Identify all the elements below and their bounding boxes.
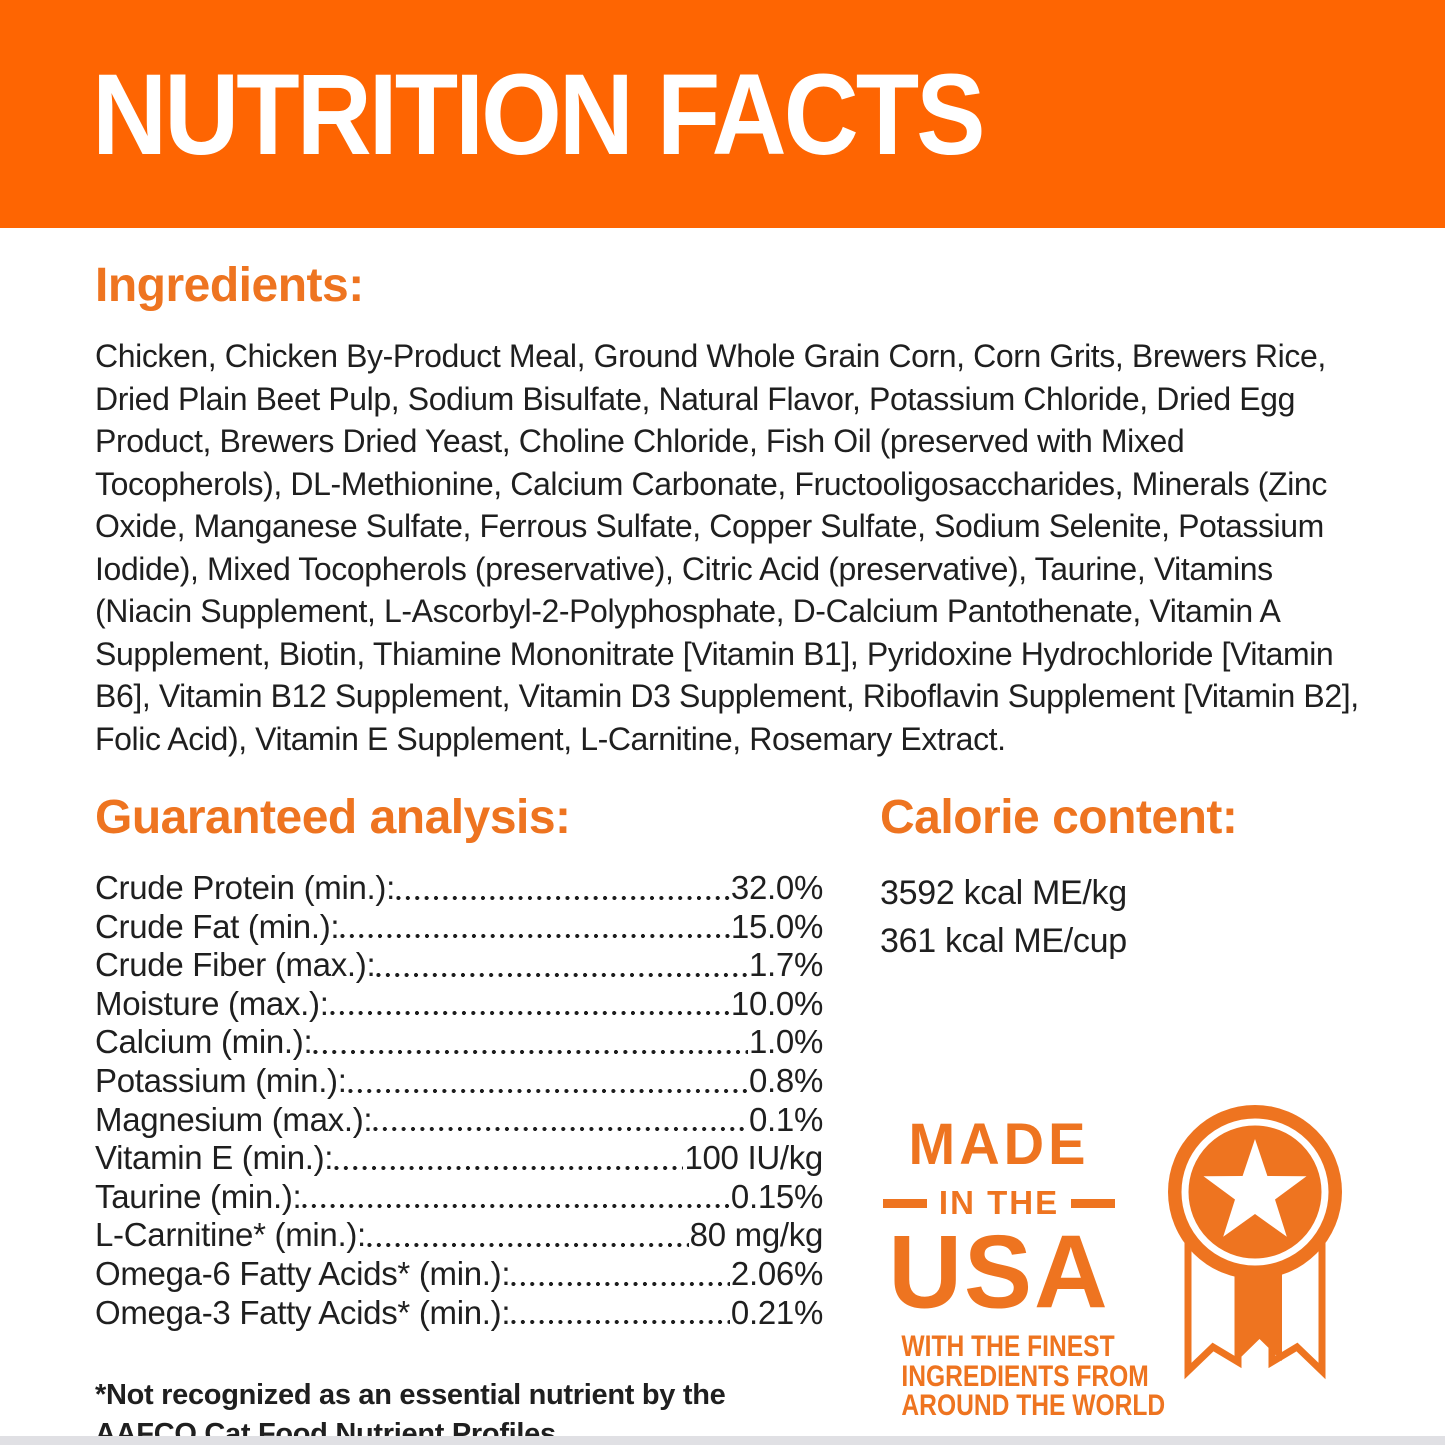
analysis-row: Omega-6 Fatty Acids* (min.): 2.06% — [95, 1254, 823, 1294]
analysis-row-value: 32.0% — [730, 869, 823, 906]
bottom-edge-strip — [0, 1436, 1445, 1445]
analysis-row-label: Omega-3 Fatty Acids* (min.): — [95, 1293, 511, 1331]
analysis-row: Potassium (min.): 0.8% — [95, 1061, 823, 1101]
ingredients-heading: Ingredients: — [95, 259, 364, 312]
dot-leader — [340, 907, 730, 947]
in-the-row: IN THE — [880, 1184, 1118, 1222]
page-title: NUTRITION FACTS — [92, 49, 985, 179]
analysis-row-label: Potassium (min.): — [95, 1061, 347, 1099]
analysis-row-value: 10.0% — [730, 984, 823, 1022]
dot-leader — [376, 946, 748, 985]
usa-tagline: WITH THE FINEST INGREDIENTS FROM AROUND TH… — [901, 1330, 1166, 1422]
label-content: Ingredients: Chicken, Chicken By-Product… — [0, 258, 1445, 1445]
dot-leader — [347, 1061, 748, 1101]
dot-leader — [329, 984, 730, 1024]
dot-leader — [313, 1023, 748, 1062]
analysis-row: L-Carnitine* (min.): 80 mg/kg — [95, 1216, 823, 1255]
analysis-row-label: Omega-6 Fatty Acids* (min.): — [95, 1254, 511, 1292]
dot-leader — [511, 1293, 730, 1333]
analysis-row-label: Moisture (max.): — [95, 984, 329, 1022]
analysis-row-label: L-Carnitine* (min.): — [95, 1216, 366, 1254]
dot-leader — [302, 1177, 730, 1217]
calorie-lines: 3592 kcal ME/kg 361 kcal ME/cup — [880, 869, 1367, 965]
ingredients-text: Chicken, Chicken By-Product Meal, Ground… — [95, 338, 1359, 757]
left-dash — [882, 1198, 927, 1208]
analysis-row-value: 80 mg/kg — [689, 1216, 824, 1254]
made-in-usa-badge: MADE IN THE USA WITH THE FINEST INGREDIEN… — [880, 1105, 1367, 1422]
aafco-footnote: *Not recognized as an essential nutrient… — [95, 1379, 726, 1445]
analysis-row-value: 0.1% — [748, 1100, 823, 1138]
analysis-row: Taurine (min.): 0.15% — [95, 1177, 823, 1217]
analysis-row-label: Taurine (min.): — [95, 1177, 302, 1215]
made-label: MADE — [908, 1110, 1090, 1177]
analysis-row-value: 1.7% — [748, 946, 823, 984]
in-the-label: IN THE — [938, 1184, 1060, 1221]
analysis-row: Crude Fiber (max.): 1.7% — [95, 946, 823, 985]
analysis-row-value: 2.06% — [730, 1254, 823, 1292]
calorie-line: 3592 kcal ME/kg — [880, 874, 1127, 912]
usa-label: USA — [888, 1213, 1110, 1331]
dot-leader — [395, 869, 730, 908]
analysis-row-value: 0.15% — [730, 1177, 823, 1215]
analysis-row-value: 100 IU/kg — [684, 1139, 823, 1177]
analysis-row-label: Crude Fiber (max.): — [95, 946, 376, 984]
analysis-row-label: Vitamin E (min.): — [95, 1139, 334, 1177]
analysis-row: Omega-3 Fatty Acids* (min.): 0.21% — [95, 1293, 823, 1333]
guaranteed-analysis-heading: Guaranteed analysis: — [95, 791, 571, 844]
analysis-row-value: 1.0% — [748, 1023, 823, 1061]
dot-leader — [334, 1139, 684, 1178]
usa-tagline-line: WITH THE FINEST — [901, 1330, 1115, 1363]
analysis-row: Moisture (max.): 10.0% — [95, 984, 823, 1024]
dot-leader — [511, 1254, 730, 1294]
calorie-content-heading: Calorie content: — [880, 791, 1238, 844]
usa-tagline-line: AROUND THE WORLD — [901, 1389, 1166, 1422]
analysis-row: Magnesium (max.): 0.1% — [95, 1100, 823, 1140]
two-column-section: Guaranteed analysis: Crude Protein (min.… — [95, 790, 1367, 1445]
guaranteed-analysis-column: Guaranteed analysis: Crude Protein (min.… — [95, 790, 823, 1445]
analysis-row-label: Crude Fat (min.): — [95, 907, 340, 945]
usa-tagline-line: INGREDIENTS FROM — [901, 1359, 1149, 1393]
analysis-row: Calcium (min.): 1.0% — [95, 1023, 823, 1062]
analysis-row-value: 0.21% — [730, 1293, 823, 1331]
dot-leader — [373, 1100, 748, 1140]
analysis-row: Crude Fat (min.): 15.0% — [95, 907, 823, 947]
analysis-row-label: Magnesium (max.): — [95, 1100, 373, 1138]
analysis-row-label: Crude Protein (min.): — [95, 869, 395, 906]
analysis-row: Crude Protein (min.): 32.0% — [95, 869, 823, 908]
analysis-list: Crude Protein (min.): 32.0% Crude Fat (min… — [95, 869, 823, 1333]
analysis-row: Vitamin E (min.): 100 IU/kg — [95, 1139, 823, 1178]
medal-star-ribbon-icon — [1160, 1101, 1350, 1421]
analysis-row-value: 15.0% — [730, 907, 823, 945]
dot-leader — [366, 1216, 689, 1255]
analysis-row-label: Calcium (min.): — [95, 1023, 313, 1061]
calorie-column: Calorie content: 3592 kcal ME/kg 361 kcal… — [880, 790, 1367, 1445]
made-in-usa-text: MADE IN THE USA WITH THE FINEST INGREDIEN… — [880, 1110, 1166, 1422]
nutrition-facts-banner: NUTRITION FACTS — [0, 0, 1445, 228]
analysis-row-value: 0.8% — [748, 1061, 823, 1099]
calorie-line: 361 kcal ME/cup — [880, 922, 1127, 960]
right-dash — [1071, 1198, 1116, 1208]
